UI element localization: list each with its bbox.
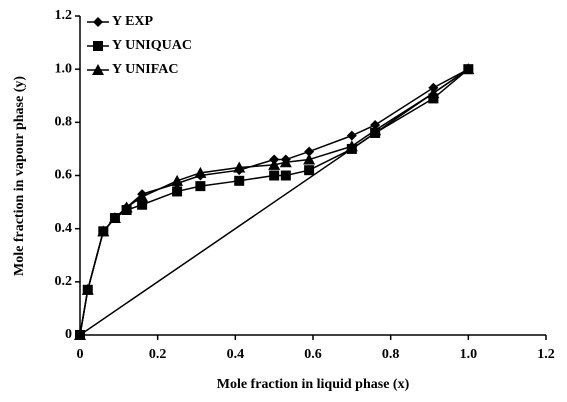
marker [304,146,315,157]
x-tick-label: 0.2 [149,347,167,362]
x-tick-label: 1.0 [460,347,478,362]
marker [108,212,121,224]
y-tick-label: 1.2 [55,8,73,23]
legend-label: Y UNIFAC [112,62,179,77]
marker [137,199,148,210]
marker [346,130,357,141]
marker [304,165,315,176]
marker [172,186,183,197]
legend-label: Y UNIQUAC [112,38,192,53]
y-tick-label: 0 [65,327,72,342]
marker [369,124,382,136]
marker [303,153,316,165]
y-axis-label: Mole fraction in vapour phase (y) [12,76,27,276]
marker [280,170,291,181]
x-tick-label: 1.2 [537,347,555,362]
marker [136,190,149,202]
marker [81,283,94,295]
series-line [79,68,469,336]
marker [234,175,245,186]
x-tick-label: 0 [77,347,84,362]
marker [194,166,207,178]
marker [462,63,475,75]
marker [268,158,281,170]
legend-marker [93,41,103,51]
marker [74,329,86,340]
y-tick-label: 0.8 [55,115,73,130]
y-tick-label: 0.2 [55,274,73,289]
marker [97,225,110,237]
y-tick-label: 1.0 [55,61,73,76]
x-tick-label: 0.4 [227,347,245,362]
x-tick-label: 0.6 [304,347,322,362]
marker [427,87,440,99]
x-tick-label: 0.8 [382,347,400,362]
x-axis-label: Mole fraction in liquid phase (x) [217,377,410,392]
marker [233,161,246,173]
marker [269,170,280,181]
marker [171,174,184,186]
marker [120,201,133,213]
marker [279,156,292,168]
legend-marker [92,64,104,75]
y-tick-label: 0.6 [55,168,73,183]
marker [195,181,206,192]
legend-label: Y EXP [112,14,154,29]
reference-line [79,68,469,336]
legend-marker [93,17,103,27]
y-tick-label: 0.4 [55,221,73,236]
marker [345,140,358,152]
